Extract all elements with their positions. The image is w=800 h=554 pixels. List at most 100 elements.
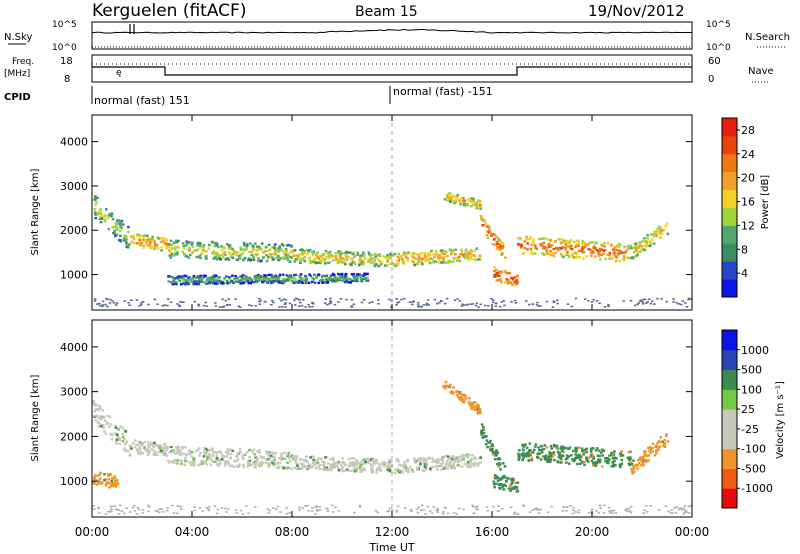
- echo-cell: [297, 281, 300, 284]
- echo-cell: [537, 508, 541, 511]
- echo-cell: [215, 451, 219, 455]
- echo-cell: [445, 454, 448, 458]
- echo-cell: [179, 283, 183, 286]
- echo-cell: [239, 246, 242, 249]
- echo-cell: [581, 245, 584, 249]
- echo-cell: [555, 444, 559, 448]
- echo-cell: [108, 486, 111, 489]
- echo-cell: [132, 442, 135, 445]
- echo-cell: [617, 242, 621, 246]
- echo-cell: [254, 456, 258, 459]
- echo-cell: [515, 487, 518, 490]
- echo-cell: [460, 456, 464, 460]
- echo-cell: [239, 451, 242, 454]
- power-echo-band: [93, 195, 131, 249]
- echo-cell: [645, 460, 648, 463]
- echo-cell: [223, 277, 226, 280]
- echo-cell: [529, 449, 532, 452]
- echo-cell: [198, 278, 201, 281]
- echo-cell: [304, 306, 307, 308]
- echo-cell: [185, 255, 188, 258]
- echo-cell: [201, 459, 204, 463]
- echo-cell: [560, 454, 564, 457]
- echo-cell: [416, 467, 419, 470]
- echo-cell: [103, 473, 106, 476]
- echo-cell: [546, 458, 550, 461]
- echo-cell: [615, 245, 619, 248]
- echo-cell: [213, 279, 216, 282]
- echo-cell: [367, 251, 371, 254]
- echo-cell: [196, 248, 200, 251]
- echo-cell: [318, 463, 322, 467]
- echo-cell: [179, 462, 182, 466]
- echo-cell: [591, 241, 594, 244]
- echo-cell: [197, 463, 200, 467]
- echo-cell: [256, 457, 259, 460]
- echo-cell: [514, 302, 518, 304]
- echo-cell: [198, 447, 201, 450]
- echo-cell: [604, 459, 607, 463]
- echo-cell: [331, 463, 334, 466]
- echo-cell: [267, 243, 271, 246]
- echo-cell: [510, 482, 514, 485]
- echo-cell: [491, 450, 494, 453]
- echo-cell: [156, 303, 159, 305]
- echo-cell: [681, 300, 684, 302]
- echo-cell: [605, 461, 609, 464]
- echo-cell: [113, 225, 117, 228]
- echo-cell: [146, 237, 150, 240]
- echo-cell: [432, 253, 435, 256]
- echo-cell: [267, 454, 271, 458]
- echo-cell: [137, 440, 141, 443]
- echo-cell: [441, 251, 445, 254]
- echo-cell: [477, 306, 480, 308]
- echo-cell: [656, 445, 660, 449]
- colorbar-tick-label: 12: [741, 219, 755, 232]
- echo-cell: [347, 281, 350, 284]
- echo-cell: [104, 513, 108, 515]
- echo-cell: [443, 250, 447, 253]
- echo-cell: [607, 303, 610, 306]
- echo-cell: [527, 455, 530, 458]
- echo-cell: [93, 476, 96, 479]
- echo-cell: [230, 452, 233, 456]
- echo-cell: [307, 464, 311, 468]
- echo-cell: [485, 439, 489, 442]
- echo-cell: [503, 465, 507, 468]
- echo-cell: [622, 258, 625, 261]
- echo-cell: [294, 458, 297, 462]
- echo-cell: [344, 262, 347, 266]
- echo-cell: [533, 448, 536, 452]
- echo-cell: [141, 509, 145, 511]
- echo-cell: [469, 205, 473, 208]
- echo-cell: [493, 233, 496, 236]
- echo-cell: [205, 305, 208, 307]
- echo-cell: [275, 279, 278, 283]
- echo-cell: [301, 253, 304, 256]
- echo-cell: [385, 465, 389, 468]
- echo-cell: [649, 302, 653, 305]
- echo-cell: [352, 303, 356, 306]
- echo-cell: [411, 303, 414, 306]
- echo-cell: [113, 482, 116, 485]
- echo-cell: [504, 256, 507, 259]
- echo-cell: [414, 252, 417, 256]
- echo-cell: [239, 282, 243, 285]
- echo-cell: [269, 281, 273, 285]
- echo-cell: [234, 298, 237, 300]
- echo-cell: [317, 257, 321, 260]
- echo-cell: [510, 487, 514, 490]
- echo-cell: [152, 443, 155, 446]
- echo-cell: [289, 459, 292, 463]
- nave-label: Nave: [748, 66, 774, 77]
- echo-cell: [93, 208, 97, 211]
- echo-cell: [285, 453, 289, 456]
- echo-cell: [547, 455, 551, 458]
- echo-cell: [124, 430, 128, 433]
- echo-cell: [208, 452, 211, 456]
- echo-cell: [173, 248, 177, 251]
- echo-cell: [148, 238, 152, 241]
- echo-cell: [94, 474, 97, 477]
- echo-cell: [487, 225, 491, 228]
- echo-cell: [602, 252, 605, 255]
